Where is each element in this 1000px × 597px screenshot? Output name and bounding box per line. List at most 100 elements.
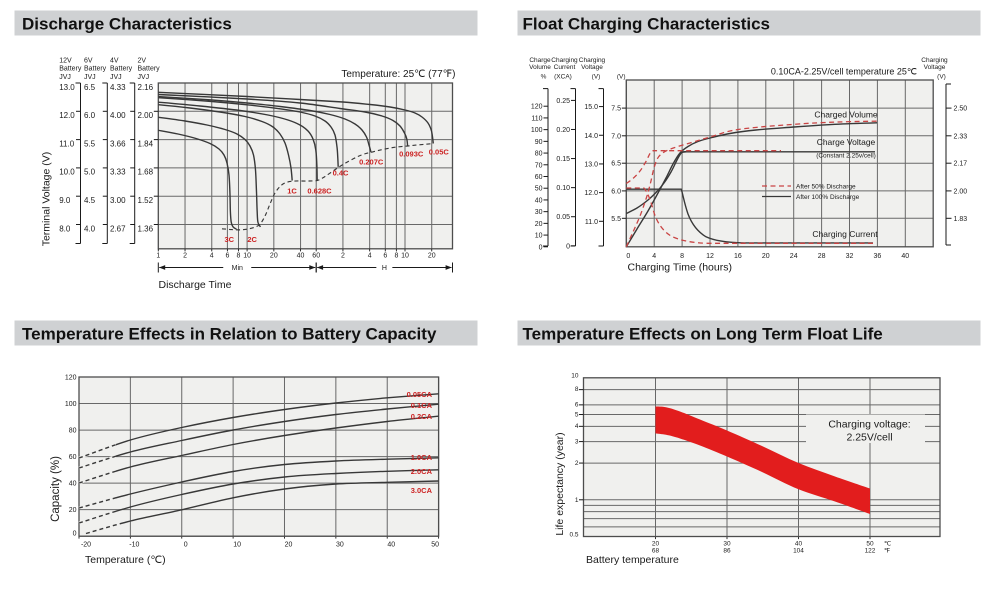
svg-text:11.0: 11.0: [59, 139, 75, 148]
svg-text:7.5: 7.5: [611, 106, 621, 113]
svg-text:JVJ: JVJ: [110, 74, 122, 81]
svg-text:24: 24: [790, 253, 798, 260]
svg-text:104: 104: [793, 548, 804, 555]
svg-text:0.05: 0.05: [556, 214, 570, 221]
svg-text:60: 60: [69, 454, 77, 461]
svg-text:Temperature Effects in Relatio: Temperature Effects in Relation to Batte…: [22, 325, 437, 344]
svg-text:50: 50: [866, 541, 874, 548]
svg-text:0: 0: [184, 542, 188, 549]
svg-text:6V: 6V: [84, 58, 93, 65]
svg-text:11.0: 11.0: [585, 219, 598, 226]
svg-text:2.17: 2.17: [954, 161, 968, 168]
svg-text:12: 12: [706, 253, 714, 260]
svg-text:50: 50: [535, 186, 543, 193]
svg-text:2: 2: [341, 253, 345, 260]
svg-text:Discharge Time: Discharge Time: [159, 279, 232, 291]
svg-text:6: 6: [575, 402, 579, 409]
svg-text:2.16: 2.16: [138, 83, 154, 92]
svg-text:8: 8: [237, 253, 241, 260]
svg-text:5.0: 5.0: [84, 168, 96, 177]
svg-text:Discharge Characteristics: Discharge Characteristics: [22, 15, 232, 34]
svg-text:2: 2: [575, 460, 579, 467]
svg-text:2: 2: [183, 253, 187, 260]
svg-text:Charged Volume: Charged Volume: [814, 110, 878, 120]
svg-text:86: 86: [723, 548, 731, 555]
svg-text:120: 120: [531, 104, 543, 111]
svg-text:After 50% Discharge: After 50% Discharge: [796, 183, 856, 190]
svg-text:0.25: 0.25: [556, 98, 570, 105]
svg-text:4.5: 4.5: [84, 196, 96, 205]
svg-text:6.5: 6.5: [611, 161, 621, 168]
svg-text:9.0: 9.0: [59, 196, 71, 205]
svg-text:14.0: 14.0: [584, 133, 598, 140]
svg-text:20: 20: [428, 253, 436, 260]
svg-text:Battery: Battery: [138, 66, 161, 73]
svg-text:40: 40: [795, 541, 803, 548]
svg-text:10: 10: [243, 253, 251, 260]
svg-text:70: 70: [535, 162, 543, 169]
svg-text:Current: Current: [554, 64, 576, 71]
svg-text:4V: 4V: [110, 58, 119, 65]
svg-text:1C: 1C: [287, 187, 297, 196]
svg-text:Battery: Battery: [110, 66, 133, 73]
svg-text:0: 0: [566, 243, 570, 250]
svg-text:6: 6: [383, 253, 387, 260]
svg-text:4.00: 4.00: [110, 111, 126, 120]
svg-text:%: %: [541, 74, 547, 81]
svg-text:12V: 12V: [59, 58, 72, 65]
svg-text:3.0CA: 3.0CA: [411, 486, 433, 495]
svg-text:Charging: Charging: [551, 57, 578, 64]
svg-text:Temperature (℃): Temperature (℃): [85, 554, 166, 566]
svg-text:8: 8: [394, 253, 398, 260]
svg-text:20: 20: [69, 507, 77, 514]
svg-text:5: 5: [575, 411, 579, 418]
svg-text:4.0: 4.0: [84, 224, 96, 233]
svg-text:60: 60: [312, 253, 320, 260]
svg-text:13.0: 13.0: [584, 161, 598, 168]
svg-text:30: 30: [535, 209, 543, 216]
svg-text:After 100% Discharge: After 100% Discharge: [796, 194, 860, 201]
svg-text:Charging voltage:: Charging voltage:: [828, 419, 910, 431]
svg-text:1.52: 1.52: [138, 196, 154, 205]
svg-text:0: 0: [626, 253, 630, 260]
svg-text:6.0: 6.0: [84, 111, 96, 120]
svg-text:0.05CA: 0.05CA: [407, 390, 433, 399]
svg-text:2.67: 2.67: [110, 224, 126, 233]
svg-text:℃: ℃: [884, 541, 892, 548]
svg-text:100: 100: [65, 401, 77, 408]
svg-text:4.33: 4.33: [110, 83, 126, 92]
svg-text:0.10CA-2.25V/cell temperature: 0.10CA-2.25V/cell temperature 25℃: [771, 67, 917, 77]
svg-text:10: 10: [233, 542, 241, 549]
svg-text:-10: -10: [129, 542, 139, 549]
svg-text:2.25V/cell: 2.25V/cell: [846, 432, 892, 444]
svg-text:3.00: 3.00: [110, 196, 126, 205]
svg-text:20: 20: [652, 541, 660, 548]
svg-text:50: 50: [431, 542, 439, 549]
svg-text:Life expectancy (year): Life expectancy (year): [554, 432, 566, 535]
svg-text:8.0: 8.0: [59, 224, 71, 233]
svg-text:2.50: 2.50: [954, 106, 968, 113]
svg-text:(V): (V): [617, 74, 626, 81]
svg-text:4: 4: [368, 253, 372, 260]
svg-text:JVJ: JVJ: [59, 74, 71, 81]
svg-text:15.0: 15.0: [584, 104, 598, 111]
svg-text:(V): (V): [937, 74, 946, 81]
svg-text:10: 10: [535, 233, 543, 240]
svg-text:2.33: 2.33: [954, 133, 968, 140]
svg-text:28: 28: [818, 253, 826, 260]
svg-text:10: 10: [571, 372, 579, 379]
svg-text:4: 4: [210, 253, 214, 260]
svg-text:(V): (V): [592, 74, 601, 81]
svg-text:20: 20: [535, 221, 543, 228]
svg-text:(XCA): (XCA): [554, 74, 572, 81]
svg-text:12.0: 12.0: [584, 190, 598, 197]
svg-text:40: 40: [69, 481, 77, 488]
svg-text:68: 68: [652, 548, 660, 555]
svg-text:40: 40: [901, 253, 909, 260]
svg-text:Charging Time (hours): Charging Time (hours): [628, 262, 732, 274]
svg-text:1.83: 1.83: [954, 216, 968, 223]
svg-text:2.0CA: 2.0CA: [411, 467, 433, 476]
svg-text:90: 90: [535, 139, 543, 146]
svg-text:1: 1: [575, 497, 579, 504]
svg-text:6.0: 6.0: [611, 188, 621, 195]
